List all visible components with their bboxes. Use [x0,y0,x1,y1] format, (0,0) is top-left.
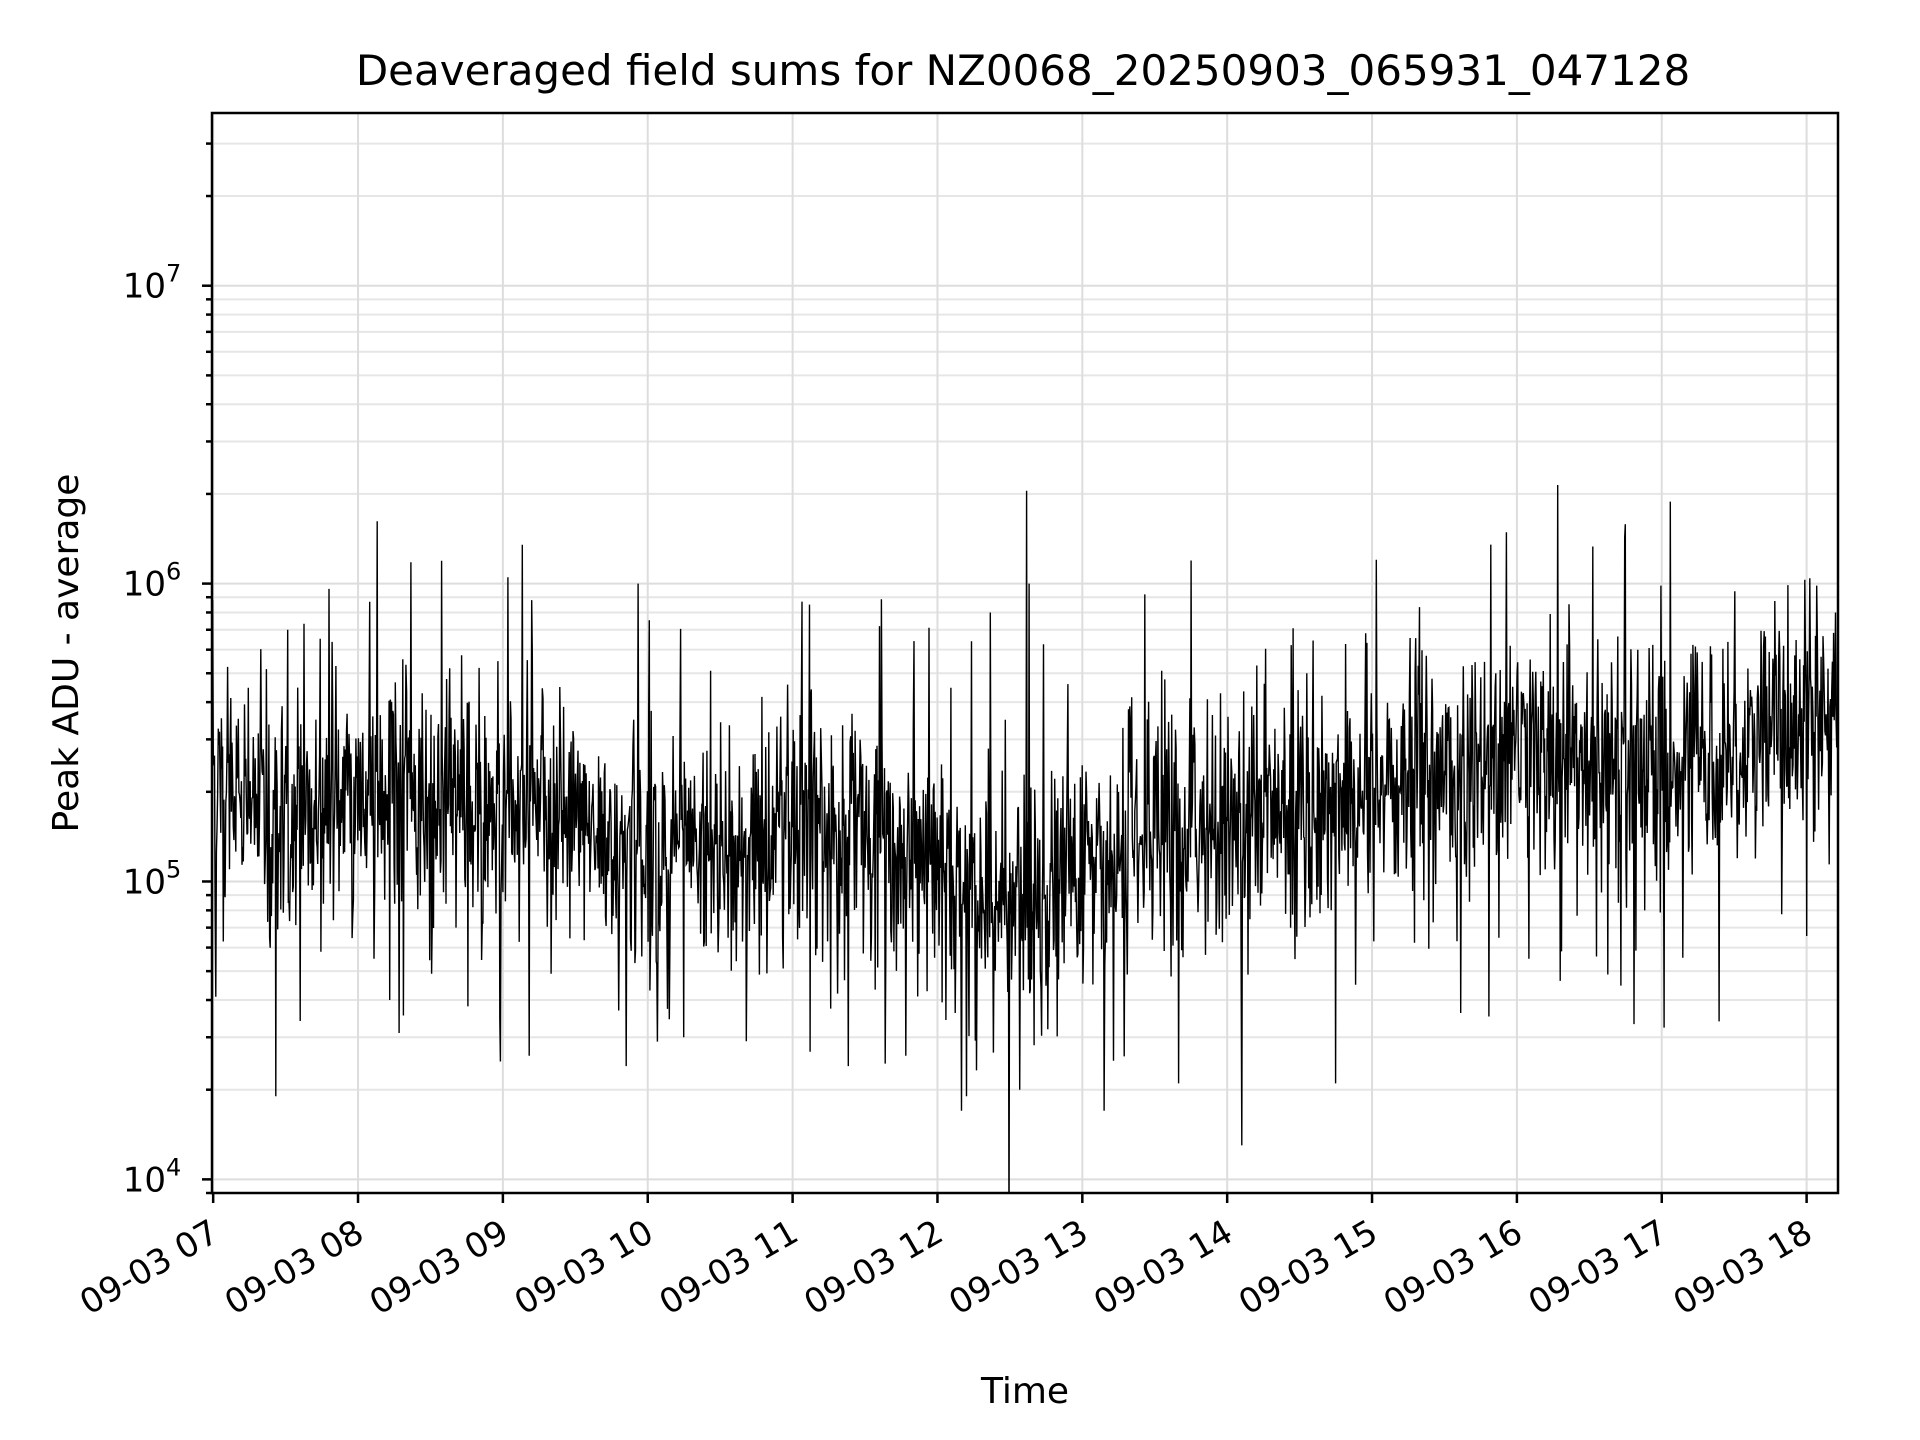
y-tick-label: 104 [123,1153,182,1200]
plot-frame [210,111,1840,1195]
y-tick-label: 106 [123,558,182,605]
series-line [212,484,1838,1193]
x-axis-label: Time [980,1371,1069,1412]
y-axis: 104 105 106 107 [123,142,212,1200]
series-layer [212,484,1838,1193]
y-axis-label: Peak ADU - average [46,474,87,833]
y-tick-label: 107 [123,260,182,307]
y-tick-label: 105 [123,855,182,902]
chart-title: Deaveraged field sums for NZ0068_2025090… [356,46,1690,95]
